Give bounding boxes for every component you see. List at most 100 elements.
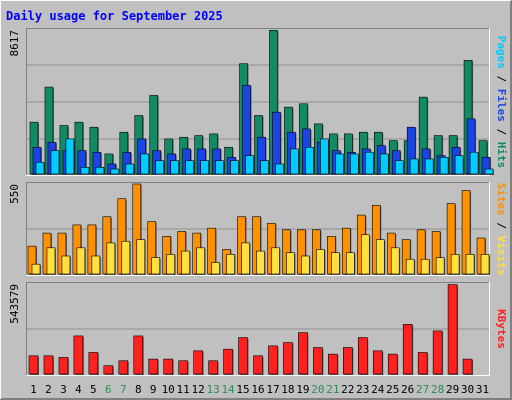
bar-pages-day-2 bbox=[50, 150, 60, 175]
bar-kbytes-day-11 bbox=[178, 360, 188, 375]
x-tick-label-day-8: 8 bbox=[135, 383, 142, 396]
x-tick-label-day-24: 24 bbox=[371, 383, 385, 396]
bar-visits-day-8 bbox=[136, 239, 146, 275]
bar-pages-day-5 bbox=[95, 167, 105, 175]
bar-kbytes-day-5 bbox=[88, 352, 99, 375]
bar-visits-day-4 bbox=[76, 247, 86, 275]
bar-visits-day-20 bbox=[316, 249, 325, 275]
bar-kbytes-day-26 bbox=[402, 324, 413, 375]
bar-visits-day-2 bbox=[46, 247, 56, 275]
x-tick-label-day-29: 29 bbox=[446, 383, 459, 396]
x-tick-label-day-5: 5 bbox=[90, 383, 97, 396]
bar-visits-day-7 bbox=[121, 240, 131, 275]
bar-pages-day-6 bbox=[110, 168, 120, 175]
bar-visits-day-3 bbox=[61, 255, 71, 275]
bar-visits-day-27 bbox=[420, 258, 430, 275]
bar-pages-day-23 bbox=[364, 151, 374, 175]
y-label-kbytes: KBytes bbox=[495, 309, 508, 349]
bar-pages-day-29 bbox=[454, 155, 464, 175]
bar-visits-day-5 bbox=[91, 255, 101, 275]
bar-pages-day-7 bbox=[125, 163, 135, 175]
bar-visits-day-28 bbox=[435, 257, 445, 275]
bar-visits-day-9 bbox=[151, 257, 161, 275]
bar-visits-day-6 bbox=[106, 242, 116, 275]
y-label-hits-files-pages: Pages / Files / Hits bbox=[495, 36, 508, 169]
bar-kbytes-day-9 bbox=[148, 358, 159, 375]
panel-hits-files-pages: 8617 Pages / Files / Hits bbox=[8, 28, 508, 176]
bar-pages-day-10 bbox=[170, 160, 180, 175]
bar-visits-day-15 bbox=[241, 242, 250, 275]
panel-kbytes: 543579 KBytes bbox=[8, 282, 508, 376]
bar-kbytes-day-27 bbox=[417, 352, 428, 375]
y-label-part: KBytes bbox=[495, 309, 508, 349]
x-tick-label-day-22: 22 bbox=[341, 383, 354, 396]
bar-kbytes-day-6 bbox=[103, 365, 114, 375]
bar-kbytes-day-25 bbox=[387, 353, 398, 375]
bar-visits-day-13 bbox=[211, 262, 220, 275]
bar-visits-day-23 bbox=[360, 234, 370, 275]
x-tick-label-day-10: 10 bbox=[162, 383, 175, 396]
bar-pages-day-14 bbox=[230, 160, 239, 175]
bar-pages-day-1 bbox=[35, 162, 45, 175]
bar-visits-day-30 bbox=[465, 254, 475, 275]
bar-pages-day-3 bbox=[65, 138, 75, 175]
y-label-part: Visits bbox=[495, 236, 508, 276]
x-tick-label-day-14: 14 bbox=[221, 383, 235, 396]
bar-visits-day-1 bbox=[31, 263, 41, 275]
bar-kbytes-day-21 bbox=[328, 353, 338, 375]
y-max-label-hits-files-pages: 8617 bbox=[8, 30, 21, 57]
x-tick-label-day-2: 2 bbox=[45, 383, 52, 396]
bar-kbytes-day-4 bbox=[73, 335, 84, 375]
bar-pages-day-24 bbox=[379, 153, 389, 175]
bar-kbytes-day-19 bbox=[298, 332, 308, 375]
bar-pages-day-16 bbox=[260, 160, 269, 175]
bar-pages-day-22 bbox=[350, 153, 359, 175]
bar-kbytes-day-22 bbox=[343, 347, 353, 375]
x-tick-label-day-25: 25 bbox=[386, 383, 399, 396]
bar-pages-day-18 bbox=[290, 148, 299, 175]
bar-kbytes-day-18 bbox=[283, 342, 293, 375]
x-tick-label-day-12: 12 bbox=[192, 383, 205, 396]
bar-kbytes-day-20 bbox=[313, 347, 323, 375]
bar-visits-day-10 bbox=[166, 254, 176, 275]
x-tick-label-day-15: 15 bbox=[236, 383, 249, 396]
x-tick-label-day-27: 27 bbox=[416, 383, 429, 396]
bar-kbytes-day-2 bbox=[43, 355, 54, 375]
x-tick-label-day-1: 1 bbox=[30, 383, 37, 396]
bar-pages-day-15 bbox=[245, 155, 254, 175]
y-max-label-kbytes: 543579 bbox=[8, 284, 21, 324]
y-max-label-visits-sites: 550 bbox=[8, 184, 21, 204]
x-tick-label-day-7: 7 bbox=[120, 383, 127, 396]
bar-pages-day-12 bbox=[200, 160, 209, 175]
x-tick-label-day-17: 17 bbox=[266, 383, 279, 396]
y-label-part: / bbox=[495, 69, 508, 89]
bar-kbytes-day-28 bbox=[432, 330, 443, 375]
x-tick-label-day-4: 4 bbox=[75, 383, 82, 396]
bar-kbytes-day-29 bbox=[447, 284, 458, 375]
y-label-part: Files bbox=[495, 89, 508, 122]
bar-pages-day-17 bbox=[275, 163, 284, 175]
bar-pages-day-20 bbox=[320, 138, 329, 175]
bar-pages-day-11 bbox=[185, 160, 194, 175]
x-tick-label-day-28: 28 bbox=[431, 383, 444, 396]
bar-kbytes-day-7 bbox=[118, 360, 129, 375]
bar-visits-day-31 bbox=[480, 254, 490, 275]
bar-pages-day-4 bbox=[80, 167, 90, 175]
x-tick-label-day-26: 26 bbox=[401, 383, 414, 396]
bar-kbytes-day-10 bbox=[163, 358, 174, 375]
bar-pages-day-8 bbox=[140, 153, 150, 175]
bar-visits-day-19 bbox=[301, 255, 310, 275]
bar-visits-day-16 bbox=[256, 250, 265, 275]
bar-kbytes-day-8 bbox=[133, 335, 144, 375]
chart-title: Daily usage for September 2025 bbox=[6, 9, 223, 23]
x-tick-label-day-20: 20 bbox=[311, 383, 324, 396]
y-label-part: Pages bbox=[495, 36, 508, 69]
x-axis-day-labels: 1 2 3 4 5 6 7 8 9 10 11 12 13 14 15 16 17 18 19 20 21 22 23 24 2… bbox=[30, 383, 489, 396]
bar-pages-day-25 bbox=[394, 160, 404, 175]
y-label-part: Sites bbox=[495, 183, 508, 216]
bar-visits-day-29 bbox=[450, 254, 460, 275]
x-tick-label-day-3: 3 bbox=[60, 383, 67, 396]
x-tick-label-day-19: 19 bbox=[296, 383, 309, 396]
